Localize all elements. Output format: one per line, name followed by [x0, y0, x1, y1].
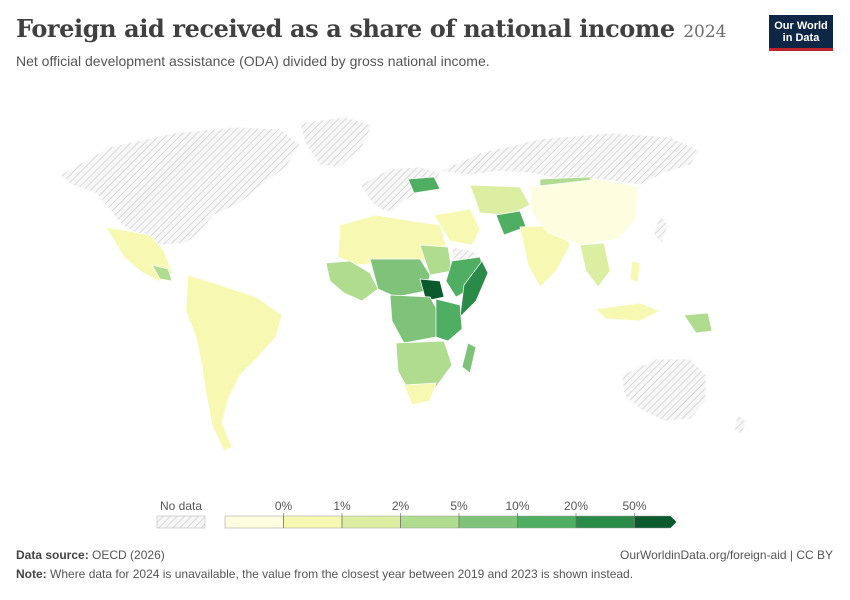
legend-bin-5[interactable]: [517, 515, 577, 529]
logo-line-2: in Data: [782, 31, 820, 44]
legend-svg: No data 0% 1% 2% 5% 10% 20% 50%: [156, 499, 677, 529]
chart-subtitle: Net official development assistance (ODA…: [16, 53, 490, 69]
chart-header: Foreign aid received as a share of natio…: [16, 14, 726, 43]
note-line: Note: Where data for 2024 is unavailable…: [16, 567, 833, 581]
legend-tick-label: 20%: [564, 499, 588, 513]
world-map: [0, 75, 850, 495]
legend-bin-7[interactable]: [634, 515, 677, 529]
region-middle-east[interactable]: [433, 208, 481, 246]
legend-bin-3[interactable]: [400, 515, 460, 529]
region-png[interactable]: [683, 312, 713, 334]
legend-tick-label: 1%: [333, 499, 351, 513]
no-data-label: No data: [160, 499, 202, 513]
footer-url[interactable]: OurWorldinData.org/foreign-aid | CC BY: [620, 548, 833, 562]
region-southeast-asia[interactable]: [579, 242, 611, 288]
region-china[interactable]: [529, 178, 639, 246]
region-south-sudan[interactable]: [419, 278, 445, 302]
region-central-africa[interactable]: [389, 294, 441, 344]
note-label: Note:: [16, 567, 47, 581]
legend-tick-label: 50%: [622, 499, 646, 513]
legend-bin-4[interactable]: [458, 515, 518, 529]
legend-bin-2[interactable]: [341, 515, 401, 529]
region-japan[interactable]: [653, 214, 669, 244]
legend-bin-6[interactable]: [575, 515, 635, 529]
region-west-africa[interactable]: [325, 260, 379, 302]
chart-title: Foreign aid received as a share of natio…: [16, 14, 675, 43]
region-philippines[interactable]: [629, 260, 641, 284]
region-indonesia[interactable]: [595, 302, 661, 322]
world-map-svg: [59, 116, 747, 452]
region-east-africa[interactable]: [435, 298, 463, 342]
chart-year: 2024: [683, 22, 727, 42]
region-south-africa[interactable]: [403, 382, 437, 406]
legend-tick-label: 0%: [275, 499, 293, 513]
color-legend: No data 0% 1% 2% 5% 10% 20% 50%: [0, 495, 850, 535]
note-value: Where data for 2024 is unavailable, the …: [50, 567, 634, 581]
legend-bin-0[interactable]: [224, 515, 284, 529]
legend-tick-label: 2%: [392, 499, 410, 513]
region-new-zealand[interactable]: [733, 414, 747, 436]
region-central-asia[interactable]: [469, 184, 531, 216]
region-south-america[interactable]: [185, 274, 283, 452]
region-southern-africa[interactable]: [395, 340, 453, 394]
legend-tick-label: 5%: [450, 499, 468, 513]
region-greenland[interactable]: [299, 116, 373, 168]
legend-tick-label: 10%: [505, 499, 529, 513]
region-ukraine[interactable]: [407, 176, 441, 194]
owid-logo[interactable]: Our World in Data: [769, 15, 833, 51]
region-australia[interactable]: [621, 358, 707, 422]
region-north-america[interactable]: [59, 126, 301, 246]
region-russia[interactable]: [438, 132, 701, 186]
footer: Data source: OECD (2026) OurWorldinData.…: [16, 548, 833, 581]
legend-bin-1[interactable]: [283, 515, 343, 529]
region-madagascar[interactable]: [461, 342, 477, 374]
source-value[interactable]: OECD (2026): [92, 548, 165, 562]
source-line: Data source: OECD (2026): [16, 548, 165, 562]
logo-line-1: Our World: [774, 19, 828, 32]
source-label: Data source:: [16, 548, 89, 562]
no-data-swatch: [156, 515, 206, 529]
region-sahel[interactable]: [369, 258, 431, 298]
region-central-america-high[interactable]: [151, 264, 173, 282]
